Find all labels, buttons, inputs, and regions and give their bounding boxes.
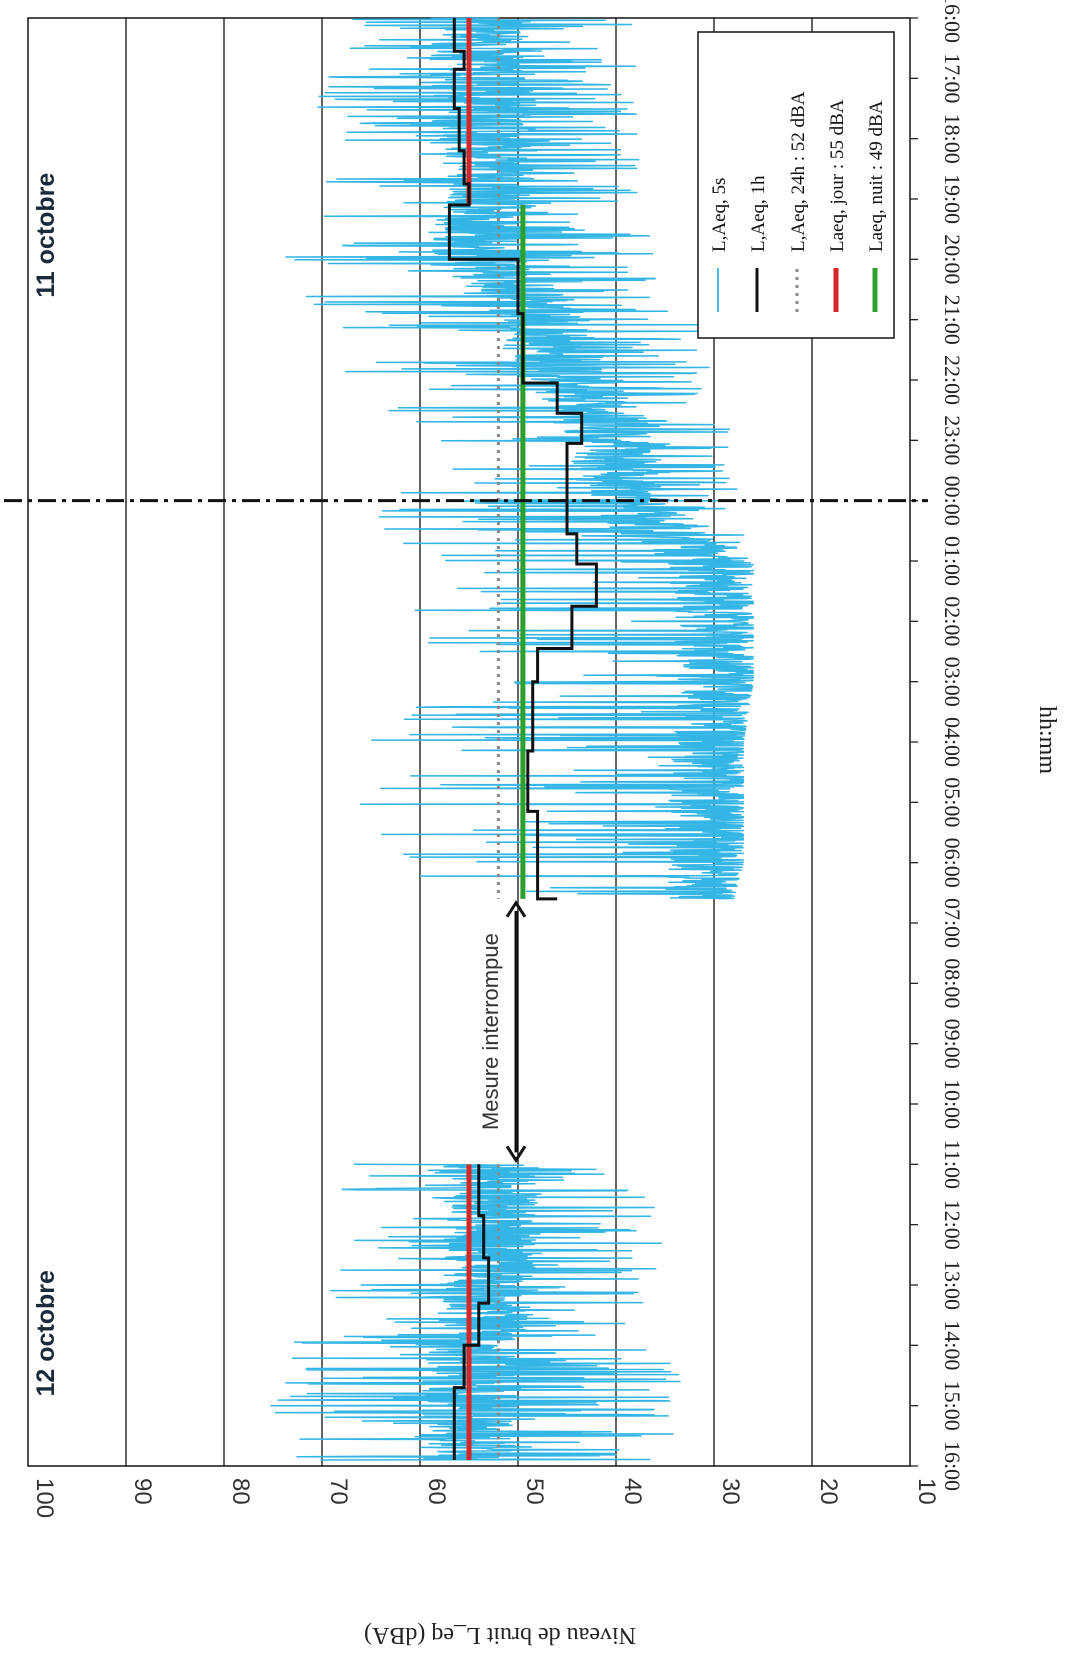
- y-tick-label: 30: [717, 1478, 744, 1505]
- x-tick-label: 21:00: [940, 295, 965, 345]
- reference-lines: [466, 18, 526, 1460]
- legend-label-1: L,Aeq, 1h: [748, 175, 769, 252]
- x-tick-label: 02:00: [940, 596, 965, 646]
- step-trace-1: [452, 1164, 491, 1460]
- y-axis-title: Niveau de bruit L_eq (dBA): [364, 1622, 636, 1648]
- x-tick-label: 22:00: [940, 355, 965, 405]
- x-tick-label: 07:00: [940, 898, 965, 948]
- legend: L,Aeq, 5s L,Aeq, 1h L,Aeq, 24h : 52 dBA Lae…: [697, 31, 895, 339]
- x-axis-title: hh:mm: [1034, 706, 1060, 774]
- labels: 100 90 80 70 60 50 40 30 20 1016:0017:0018:0019:0…: [31, 0, 1060, 1648]
- annotation-label: Mesure interrompue: [478, 933, 503, 1130]
- x-tick-label: 00:00: [940, 476, 965, 526]
- noise-trace-segment-1: [270, 1163, 681, 1461]
- step-trace-0: [447, 18, 598, 901]
- noise-trace-segment-0: [285, 17, 754, 900]
- series-laeq-5s: [270, 17, 754, 1461]
- x-tick-label: 16:00: [940, 1441, 965, 1491]
- x-tick-label: 06:00: [940, 838, 965, 888]
- x-tick-label: 11:00: [940, 1140, 965, 1189]
- x-tick-label: 23:00: [940, 415, 965, 465]
- y-tick-label: 20: [815, 1478, 842, 1505]
- annotation-arrowhead-bottom: [505, 1145, 527, 1164]
- series-laeq-1h: [447, 18, 598, 1460]
- y-tick-label: 100: [31, 1478, 58, 1518]
- x-tick-label: 01:00: [940, 536, 965, 586]
- x-tick-label: 09:00: [940, 1019, 965, 1069]
- x-tick-label: 20:00: [940, 234, 965, 284]
- y-tick-label: 40: [619, 1478, 646, 1505]
- x-tick-label: 15:00: [940, 1381, 965, 1431]
- legend-label-0: L,Aeq, 5s: [709, 178, 730, 252]
- x-tick-label: 08:00: [940, 958, 965, 1008]
- x-tick-label: 05:00: [940, 777, 965, 827]
- legend-label-3: Laeq, jour : 55 dBA: [827, 99, 848, 252]
- x-tick-label: 03:00: [940, 657, 965, 707]
- y-tick-label: 50: [521, 1478, 548, 1505]
- x-tick-label: 12:00: [940, 1200, 965, 1250]
- y-tick-label: 60: [423, 1478, 450, 1505]
- date-label: 11 octobre: [32, 173, 60, 298]
- x-tick-label: 19:00: [940, 174, 965, 224]
- y-tick-label: 80: [227, 1478, 254, 1505]
- x-tick-label: 10:00: [940, 1079, 965, 1129]
- x-tick-label: 18:00: [940, 114, 965, 164]
- x-tick-label: 16:00: [940, 0, 965, 43]
- x-tick-label: 13:00: [940, 1260, 965, 1310]
- x-tick-label: 14:00: [940, 1320, 965, 1370]
- markers: [4, 499, 928, 1164]
- x-tick-label: 17:00: [940, 53, 965, 103]
- y-tick-label: 70: [325, 1478, 352, 1505]
- y-tick-label: 90: [129, 1478, 156, 1505]
- date-label: 12 octobre: [32, 1270, 60, 1397]
- annotation-arrowhead-top: [505, 900, 527, 918]
- legend-label-2: L,Aeq, 24h : 52 dBA: [788, 91, 809, 252]
- legend-label-4: Laeq, nuit : 49 dBA: [866, 100, 887, 252]
- y-tick-label: 10: [913, 1478, 940, 1505]
- x-tick-label: 04:00: [940, 717, 965, 767]
